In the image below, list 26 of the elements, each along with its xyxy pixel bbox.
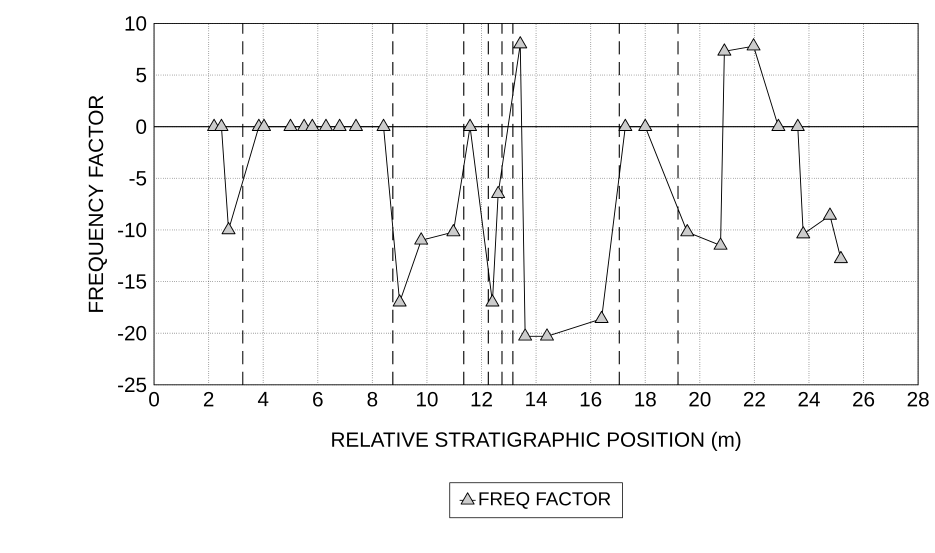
y-tick-label: -20 [118, 326, 146, 341]
x-tick-label: 28 [908, 392, 929, 407]
x-tick-label: 24 [798, 392, 820, 406]
y-tick-label: -10 [118, 222, 146, 238]
y-tick-label: 5 [136, 68, 146, 82]
x-tick-label: 4 [258, 392, 268, 406]
x-axis-title: RELATIVE STRATIGRAPHIC POSITION (m) [332, 432, 740, 452]
y-tick-label: -15 [118, 274, 146, 289]
x-tick-label: 2 [204, 392, 214, 406]
legend-label: FREQ FACTOR [480, 492, 610, 509]
y-axis-title: FREQUENCY FACTOR [88, 96, 107, 312]
x-tick-label: 20 [689, 392, 710, 407]
x-tick-label: 18 [635, 392, 656, 407]
x-tick-label: 6 [313, 392, 323, 407]
x-tick-label: 22 [744, 392, 765, 406]
x-tick-label: 10 [417, 392, 438, 407]
y-tick-label: 10 [126, 16, 146, 31]
y-tick-label: -5 [130, 171, 146, 186]
x-tick-label: 0 [149, 392, 159, 407]
x-tick-label: 16 [580, 392, 602, 407]
x-tick-label: 12 [472, 392, 492, 406]
x-tick-label: 26 [853, 392, 874, 407]
y-tick-label: -25 [118, 378, 146, 392]
x-tick-label: 14 [526, 392, 547, 406]
y-tick-label: 0 [136, 119, 146, 134]
x-tick-label: 8 [368, 392, 378, 407]
